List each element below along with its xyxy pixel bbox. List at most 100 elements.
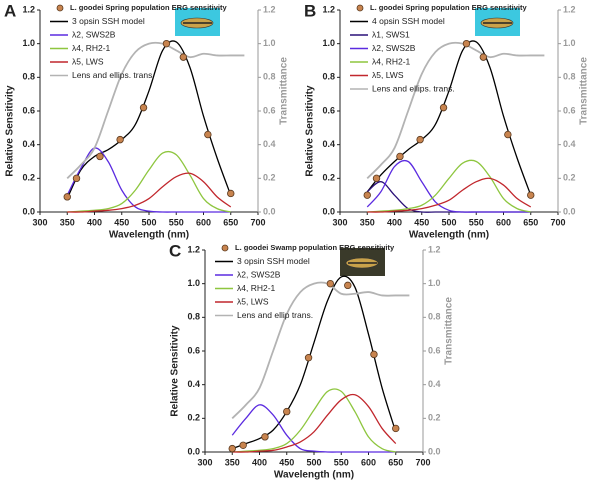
y-tick-label: 0.4 bbox=[22, 139, 35, 149]
y-tick-label: 0.6 bbox=[22, 105, 35, 115]
legend-label: Lens and ellip trans. bbox=[237, 310, 313, 320]
legend-label: 3 opsin SSH model bbox=[72, 16, 145, 26]
curve bbox=[67, 172, 232, 213]
y2-tick-label: 1.0 bbox=[563, 38, 576, 48]
x-tick-label: 700 bbox=[550, 217, 565, 227]
y-tick-label: 0.6 bbox=[322, 105, 335, 115]
y2-tick-label: 1.0 bbox=[428, 278, 441, 288]
legend-label: λ4, RH2-1 bbox=[237, 283, 276, 293]
y-tick-label: 1.2 bbox=[22, 4, 35, 14]
x-tick-label: 300 bbox=[32, 217, 47, 227]
erg-point bbox=[527, 191, 535, 199]
y-tick-label: 0.2 bbox=[322, 173, 335, 183]
y2-tick-label: 0.0 bbox=[428, 446, 441, 456]
y2-tick-label: 1.2 bbox=[563, 4, 576, 14]
erg-point bbox=[63, 193, 71, 201]
y2-tick-label: 0.6 bbox=[428, 345, 441, 355]
panel-label: A bbox=[4, 1, 16, 20]
y-tick-label: 0.2 bbox=[187, 413, 200, 423]
erg-point bbox=[344, 281, 352, 290]
y-tick-label: 0.8 bbox=[322, 72, 335, 82]
erg-point bbox=[479, 53, 488, 61]
legend-label: λ4, RH2-1 bbox=[372, 56, 411, 66]
y-tick-label: 1.2 bbox=[187, 244, 200, 254]
erg-point bbox=[179, 53, 188, 61]
y-tick-label: 0.4 bbox=[322, 139, 335, 149]
erg-point bbox=[116, 135, 124, 144]
y2-axis-title: Transmittance bbox=[444, 297, 455, 365]
y2-axis-title: Transmittance bbox=[279, 57, 290, 125]
x-tick-label: 500 bbox=[141, 217, 156, 227]
erg-point bbox=[370, 350, 378, 359]
legend-label: L. goodei Spring population ERG sensitiv… bbox=[70, 3, 228, 12]
x-tick-label: 500 bbox=[306, 457, 321, 467]
y2-tick-label: 1.2 bbox=[428, 244, 441, 254]
legend-marker bbox=[356, 4, 364, 12]
legend-label: λ5, LWS bbox=[72, 56, 104, 66]
x-tick-label: 400 bbox=[387, 217, 402, 227]
x-tick-label: 700 bbox=[250, 217, 265, 227]
y-tick-label: 0.6 bbox=[187, 345, 200, 355]
x-tick-label: 350 bbox=[60, 217, 75, 227]
legend-marker bbox=[221, 244, 229, 252]
x-tick-label: 300 bbox=[197, 457, 212, 467]
curve bbox=[231, 281, 410, 419]
curve bbox=[366, 41, 545, 179]
erg-point bbox=[363, 191, 371, 199]
curve bbox=[232, 393, 397, 453]
erg-point bbox=[96, 152, 104, 161]
legend-label: λ5, LWS bbox=[237, 296, 269, 306]
x-axis-title: Wavelength (nm) bbox=[274, 470, 354, 481]
x-tick-label: 600 bbox=[196, 217, 211, 227]
x-tick-label: 500 bbox=[441, 217, 456, 227]
y-tick-label: 0.8 bbox=[187, 312, 200, 322]
curve bbox=[366, 40, 532, 196]
x-tick-label: 650 bbox=[523, 217, 538, 227]
y-tick-label: 0.4 bbox=[187, 379, 200, 389]
y2-tick-label: 0.4 bbox=[428, 379, 441, 389]
legend-marker bbox=[56, 4, 64, 12]
erg-point bbox=[204, 130, 212, 139]
y-tick-label: 0.0 bbox=[187, 446, 200, 456]
erg-point bbox=[72, 174, 81, 183]
curve bbox=[67, 150, 231, 213]
y-tick-label: 1.2 bbox=[322, 4, 335, 14]
erg-point bbox=[283, 407, 291, 416]
legend-label: L. goodei Swamp population ERG sensitivi… bbox=[235, 243, 395, 252]
erg-point bbox=[139, 103, 148, 112]
x-tick-label: 650 bbox=[388, 457, 403, 467]
x-tick-label: 650 bbox=[223, 217, 238, 227]
y-axis-title: Relative Sensitivity bbox=[170, 325, 181, 417]
legend-label: 4 opsin SSH model bbox=[372, 16, 445, 26]
erg-point bbox=[228, 444, 236, 453]
x-axis-title: Wavelength (nm) bbox=[409, 230, 489, 241]
y2-tick-label: 0.6 bbox=[263, 105, 276, 115]
y2-tick-label: 1.2 bbox=[263, 4, 276, 14]
erg-point bbox=[396, 152, 404, 161]
erg-point bbox=[261, 433, 269, 441]
erg-point bbox=[416, 135, 424, 144]
curve bbox=[232, 388, 396, 453]
panel-label: B bbox=[304, 1, 316, 20]
y-axis-title: Relative Sensitivity bbox=[5, 85, 16, 177]
y2-tick-label: 0.6 bbox=[563, 105, 576, 115]
curve bbox=[66, 147, 231, 213]
curve bbox=[367, 177, 532, 213]
y2-axis-title: Transmittance bbox=[579, 57, 590, 125]
x-tick-label: 550 bbox=[169, 217, 184, 227]
erg-point bbox=[162, 39, 171, 48]
erg-point bbox=[227, 189, 235, 198]
curve bbox=[367, 159, 531, 213]
legend-label: λ2, SWS2B bbox=[237, 269, 281, 279]
y2-tick-label: 0.8 bbox=[563, 72, 576, 82]
y2-tick-label: 0.2 bbox=[428, 413, 441, 423]
y-tick-label: 0.0 bbox=[22, 206, 35, 216]
y2-tick-label: 0.8 bbox=[428, 312, 441, 322]
y2-tick-label: 1.0 bbox=[263, 38, 276, 48]
erg-point bbox=[239, 441, 247, 449]
